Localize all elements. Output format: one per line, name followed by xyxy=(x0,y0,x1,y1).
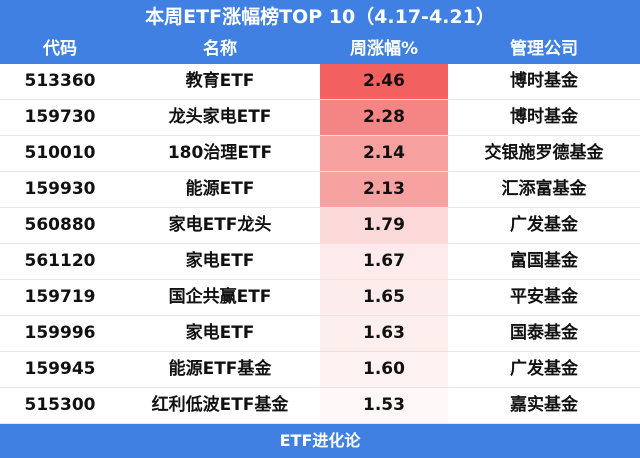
table-cell: 国企共赢ETF xyxy=(168,287,272,307)
header-cell: 周涨幅% xyxy=(349,39,419,59)
table-cell: 国泰基金 xyxy=(510,323,578,343)
table-cell: 汇添富基金 xyxy=(501,179,587,199)
table-cell: 博时基金 xyxy=(510,71,578,91)
table-body: 513360 教育ETF 2.46 博时基金 159730 龙头家电ETF 2.28 博时基金… xyxy=(0,64,640,424)
change-cell: 1.79 xyxy=(320,208,448,243)
change-cell: 1.60 xyxy=(320,352,448,387)
table-cell: 515300 xyxy=(24,395,96,415)
table-cell: 159719 xyxy=(24,287,96,307)
table-cell: 交银施罗德基金 xyxy=(484,143,604,163)
table-cell: 159730 xyxy=(24,107,96,127)
table-cell: 561120 xyxy=(24,251,96,271)
header-cell: 管理公司 xyxy=(510,39,578,59)
table-cell: 560880 xyxy=(24,215,96,235)
table-cell: 博时基金 xyxy=(510,107,578,127)
table-cell: 180治理ETF xyxy=(167,143,273,163)
table-cell: 富国基金 xyxy=(510,251,578,271)
header-cell: 代码 xyxy=(43,39,77,59)
table-cell: 能源ETF基金 xyxy=(168,359,272,379)
table-cell: 家电ETF xyxy=(185,323,255,343)
table-cell: 510010 xyxy=(24,143,96,163)
table-cell: 平安基金 xyxy=(510,287,578,307)
table-cell: 教育ETF xyxy=(185,71,255,91)
table-row: 515300 红利低波ETF基金 1.53 嘉实基金 xyxy=(0,388,640,424)
table-cell: 159945 xyxy=(24,359,96,379)
table-row: 159996 家电ETF 1.63 国泰基金 xyxy=(0,316,640,352)
change-cell: 2.14 xyxy=(320,136,448,171)
table-row: 159719 国企共赢ETF 1.65 平安基金 xyxy=(0,280,640,316)
change-cell: 1.67 xyxy=(320,244,448,279)
table-row: 159730 龙头家电ETF 2.28 博时基金 xyxy=(0,100,640,136)
table-cell: 红利低波ETF基金 xyxy=(151,395,289,415)
table-row: 561120 家电ETF 1.67 富国基金 xyxy=(0,244,640,280)
table-row: 510010 180治理ETF 2.14 交银施罗德基金 xyxy=(0,136,640,172)
table-row: 159930 能源ETF 2.13 汇添富基金 xyxy=(0,172,640,208)
table-cell: 嘉实基金 xyxy=(510,395,578,415)
table-row: 159945 能源ETF基金 1.60 广发基金 xyxy=(0,352,640,388)
footer: ETF进化论 xyxy=(0,424,640,458)
header-cell: 名称 xyxy=(203,39,237,59)
change-cell: 2.28 xyxy=(320,100,448,135)
table-cell: 龙头家电ETF xyxy=(168,107,272,127)
table-row: 513360 教育ETF 2.46 博时基金 xyxy=(0,64,640,100)
change-cell: 2.46 xyxy=(320,64,448,99)
title: 本周ETF涨幅榜TOP 10（4.17-4.21） xyxy=(0,0,640,34)
table-cell: 能源ETF xyxy=(185,179,255,199)
change-cell: 1.65 xyxy=(320,280,448,315)
table-row: 560880 家电ETF龙头 1.79 广发基金 xyxy=(0,208,640,244)
change-cell: 2.13 xyxy=(320,172,448,207)
change-cell: 1.63 xyxy=(320,316,448,351)
table-cell: 159996 xyxy=(24,323,96,343)
table-cell: 广发基金 xyxy=(510,359,578,379)
table-cell: 家电ETF龙头 xyxy=(168,215,272,235)
change-cell: 1.53 xyxy=(320,388,448,423)
header-row: 代码 名称 周涨幅% 管理公司 xyxy=(0,34,640,64)
table-cell: 513360 xyxy=(24,71,96,91)
table-cell: 159930 xyxy=(24,179,96,199)
table-cell: 家电ETF xyxy=(185,251,255,271)
table-cell: 广发基金 xyxy=(510,215,578,235)
